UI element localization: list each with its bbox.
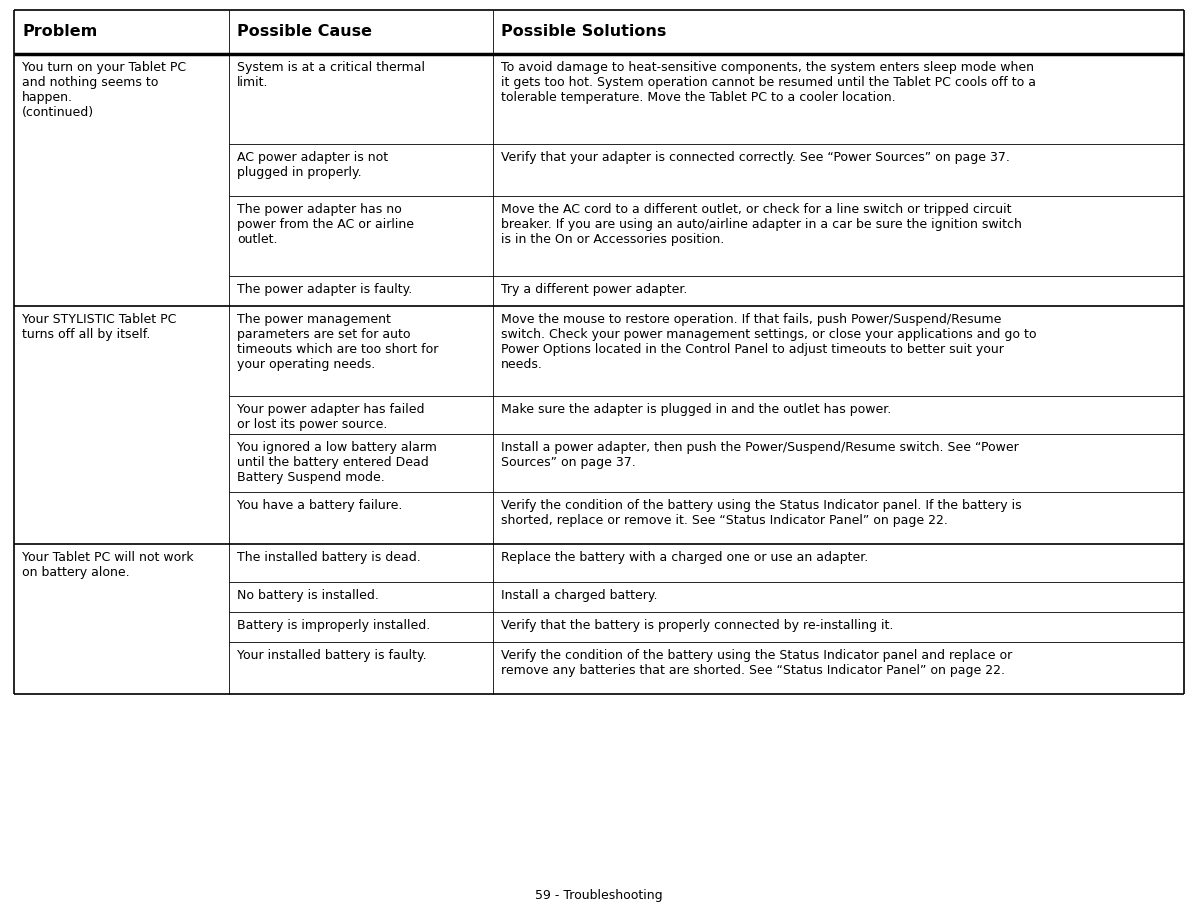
- Text: You turn on your Tablet PC
and nothing seems to
happen.
(continued): You turn on your Tablet PC and nothing s…: [22, 61, 186, 119]
- Text: The power adapter has no
power from the AC or airline
outlet.: The power adapter has no power from the …: [237, 203, 415, 246]
- Text: Your Tablet PC will not work
on battery alone.: Your Tablet PC will not work on battery …: [22, 551, 194, 579]
- Text: Your power adapter has failed
or lost its power source.: Your power adapter has failed or lost it…: [237, 403, 425, 431]
- Text: You have a battery failure.: You have a battery failure.: [237, 499, 403, 512]
- Text: Install a charged battery.: Install a charged battery.: [501, 589, 657, 602]
- Text: Move the mouse to restore operation. If that fails, push Power/Suspend/Resume
sw: Move the mouse to restore operation. If …: [501, 313, 1036, 371]
- Text: Verify that the battery is properly connected by re-installing it.: Verify that the battery is properly conn…: [501, 619, 893, 632]
- Text: Make sure the adapter is plugged in and the outlet has power.: Make sure the adapter is plugged in and …: [501, 403, 891, 416]
- Text: Problem: Problem: [22, 25, 97, 40]
- Text: The power management
parameters are set for auto
timeouts which are too short fo: The power management parameters are set …: [237, 313, 438, 371]
- Text: Try a different power adapter.: Try a different power adapter.: [501, 283, 686, 296]
- Text: To avoid damage to heat-sensitive components, the system enters sleep mode when
: To avoid damage to heat-sensitive compon…: [501, 61, 1035, 104]
- Text: Possible Cause: Possible Cause: [237, 25, 373, 40]
- Text: The installed battery is dead.: The installed battery is dead.: [237, 551, 420, 564]
- Text: Your STYLISTIC Tablet PC
turns off all by itself.: Your STYLISTIC Tablet PC turns off all b…: [22, 313, 176, 341]
- Text: Verify the condition of the battery using the Status Indicator panel and replace: Verify the condition of the battery usin…: [501, 649, 1012, 677]
- Text: No battery is installed.: No battery is installed.: [237, 589, 379, 602]
- Text: You ignored a low battery alarm
until the battery entered Dead
Battery Suspend m: You ignored a low battery alarm until th…: [237, 441, 437, 484]
- Text: System is at a critical thermal
limit.: System is at a critical thermal limit.: [237, 61, 425, 89]
- Text: 59 - Troubleshooting: 59 - Troubleshooting: [536, 889, 662, 902]
- Text: Replace the battery with a charged one or use an adapter.: Replace the battery with a charged one o…: [501, 551, 867, 564]
- Text: The power adapter is faulty.: The power adapter is faulty.: [237, 283, 412, 296]
- Text: Install a power adapter, then push the Power/Suspend/Resume switch. See “Power
S: Install a power adapter, then push the P…: [501, 441, 1018, 469]
- Text: Verify the condition of the battery using the Status Indicator panel. If the bat: Verify the condition of the battery usin…: [501, 499, 1021, 527]
- Text: Move the AC cord to a different outlet, or check for a line switch or tripped ci: Move the AC cord to a different outlet, …: [501, 203, 1022, 246]
- Bar: [14, 10, 1184, 698]
- Bar: [14, 10, 1184, 54]
- Text: AC power adapter is not
plugged in properly.: AC power adapter is not plugged in prope…: [237, 151, 388, 179]
- Text: Verify that your adapter is connected correctly. See “Power Sources” on page 37.: Verify that your adapter is connected co…: [501, 151, 1010, 164]
- Text: Possible Solutions: Possible Solutions: [501, 25, 666, 40]
- Text: Battery is improperly installed.: Battery is improperly installed.: [237, 619, 430, 632]
- Text: Your installed battery is faulty.: Your installed battery is faulty.: [237, 649, 426, 662]
